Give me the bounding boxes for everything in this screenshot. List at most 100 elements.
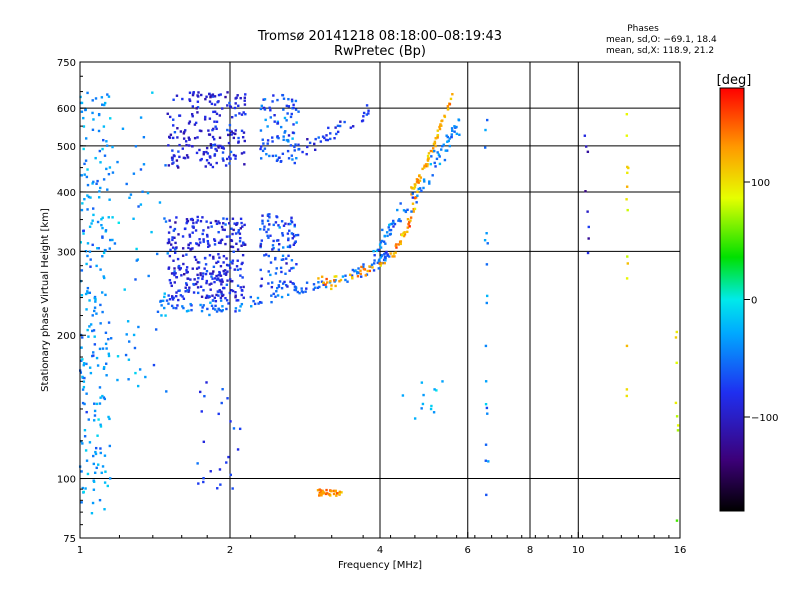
data-point <box>442 143 445 146</box>
data-point <box>484 128 487 132</box>
data-point <box>586 251 590 255</box>
x-tick-label: 2 <box>227 545 233 556</box>
data-point <box>170 284 173 288</box>
data-point <box>228 155 231 159</box>
data-point <box>217 144 220 148</box>
data-point <box>285 262 288 265</box>
data-point <box>234 132 237 136</box>
data-point <box>188 233 191 237</box>
data-point <box>284 257 288 260</box>
data-point <box>205 95 208 98</box>
data-point <box>99 396 102 399</box>
data-point <box>220 225 224 229</box>
data-point <box>219 144 222 148</box>
data-point <box>269 234 272 237</box>
data-point <box>151 91 154 94</box>
data-point <box>242 285 245 289</box>
data-point <box>282 282 285 285</box>
data-point <box>95 182 98 185</box>
data-point <box>93 414 97 417</box>
data-point <box>175 307 178 310</box>
data-point <box>213 95 217 98</box>
data-point <box>274 256 277 260</box>
data-point <box>196 94 199 97</box>
data-point <box>105 140 108 143</box>
data-point <box>226 128 229 132</box>
data-point <box>270 281 274 284</box>
data-point <box>269 261 273 264</box>
data-point <box>208 254 212 257</box>
data-point <box>282 108 285 111</box>
data-point <box>186 156 190 159</box>
data-point <box>230 280 233 283</box>
data-point <box>241 253 245 257</box>
data-point <box>232 427 236 430</box>
data-point <box>80 110 84 113</box>
data-point <box>257 302 260 305</box>
data-point <box>376 261 379 265</box>
data-point <box>211 277 214 280</box>
x-tick-label: 6 <box>465 545 471 556</box>
data-point <box>139 168 143 171</box>
data-point <box>398 218 401 221</box>
data-point <box>193 255 197 259</box>
colorbar-ticks: 100 0 −100 <box>744 178 778 424</box>
data-point <box>272 292 275 296</box>
data-point <box>455 132 459 136</box>
data-point <box>202 289 205 292</box>
data-point <box>200 129 203 133</box>
data-point <box>83 402 86 406</box>
data-point <box>206 235 209 238</box>
data-point <box>343 120 346 124</box>
data-point <box>274 221 278 224</box>
data-point <box>195 151 199 155</box>
data-point <box>102 138 105 142</box>
data-point <box>202 240 205 243</box>
data-point <box>267 254 271 258</box>
data-point <box>433 388 436 391</box>
data-point <box>173 281 176 284</box>
data-point <box>675 519 679 522</box>
data-point <box>82 490 85 494</box>
data-point <box>458 133 461 136</box>
data-point <box>172 118 175 121</box>
data-point <box>294 108 298 111</box>
data-point <box>426 158 430 161</box>
data-point <box>179 294 183 297</box>
data-point <box>99 322 102 325</box>
data-point <box>104 229 108 232</box>
data-point <box>214 219 217 223</box>
data-point <box>108 417 111 421</box>
data-point <box>93 409 97 413</box>
data-point <box>82 147 85 151</box>
data-point <box>441 144 444 148</box>
data-point <box>262 228 266 231</box>
data-point <box>88 366 92 369</box>
data-point <box>231 217 235 220</box>
data-point <box>217 230 220 234</box>
data-point <box>306 145 309 149</box>
data-point <box>437 153 441 156</box>
data-point <box>263 254 266 257</box>
data-point <box>108 166 112 169</box>
data-point <box>422 393 425 397</box>
data-point <box>268 106 271 109</box>
data-point <box>293 223 296 227</box>
data-point <box>217 274 220 277</box>
data-point <box>121 127 125 130</box>
data-point <box>212 307 215 310</box>
data-point <box>82 363 85 367</box>
data-point <box>176 164 179 168</box>
data-point <box>168 115 172 119</box>
data-point <box>412 187 416 190</box>
data-point <box>625 344 629 348</box>
data-point <box>262 106 265 110</box>
data-point <box>260 301 263 304</box>
data-point <box>447 107 450 111</box>
data-point <box>397 219 400 222</box>
data-point <box>403 231 406 234</box>
data-point <box>80 269 84 272</box>
data-point <box>408 225 411 228</box>
data-point <box>91 314 94 317</box>
data-point <box>241 276 244 279</box>
